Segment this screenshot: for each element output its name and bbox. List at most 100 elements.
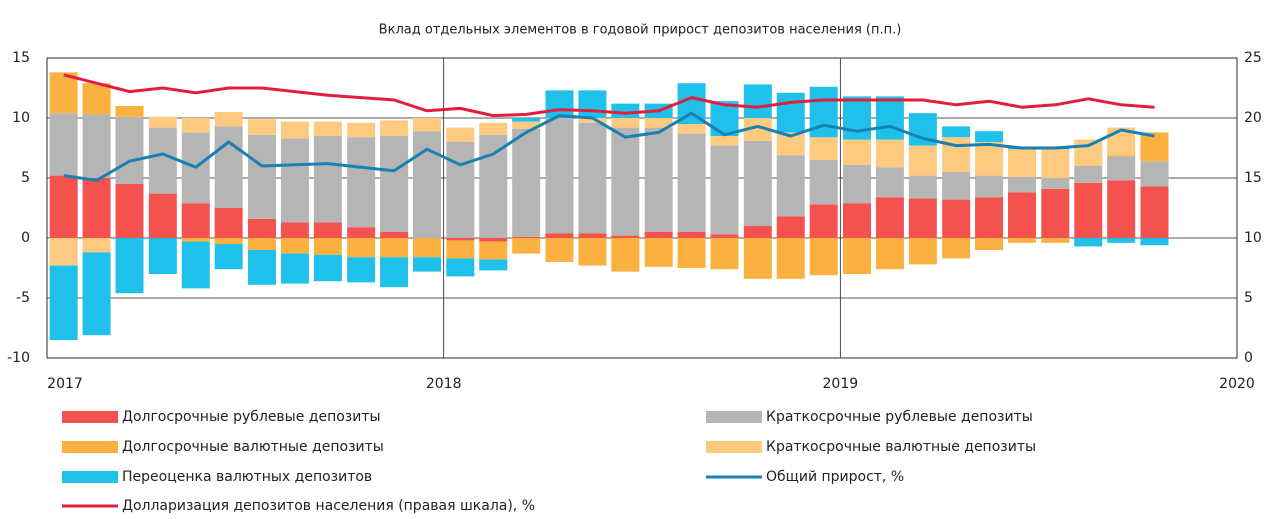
bar <box>148 238 177 274</box>
bar <box>677 238 706 268</box>
bar <box>875 167 904 198</box>
x-tick-label: 2017 <box>47 376 83 392</box>
bar <box>644 127 673 232</box>
bar <box>280 121 309 139</box>
bar <box>1074 166 1103 183</box>
bar <box>512 121 541 129</box>
bar <box>743 118 772 141</box>
legend-swatch <box>62 441 118 453</box>
legend-label: Краткосрочные валютные депозиты <box>766 439 1036 455</box>
legend-label: Краткосрочные рублевые депозиты <box>766 409 1033 425</box>
bar <box>842 164 871 204</box>
bar <box>743 84 772 118</box>
bar <box>842 96 871 140</box>
bar <box>776 238 805 279</box>
bar <box>545 233 574 238</box>
y2-tick-label: 20 <box>1244 110 1262 126</box>
bar <box>1041 238 1070 243</box>
bar <box>1140 161 1169 187</box>
bar <box>611 238 640 272</box>
bar <box>380 238 409 258</box>
x-tick-label: 2018 <box>426 376 462 392</box>
bar <box>677 133 706 232</box>
chart-title: Вклад отдельных элементов в годовой прир… <box>379 23 902 38</box>
bar <box>512 118 541 122</box>
bar <box>479 259 508 271</box>
bar <box>512 128 541 237</box>
bar <box>214 238 243 244</box>
bar <box>710 238 739 270</box>
y2-tick-label: 10 <box>1244 230 1262 246</box>
bar <box>1008 176 1037 193</box>
bar <box>347 122 376 138</box>
bar <box>710 234 739 238</box>
legend: Долгосрочные рублевые депозиты Краткосроч… <box>62 409 1036 514</box>
legend-label: Общий прирост, % <box>766 469 904 485</box>
bar <box>380 232 409 238</box>
bar <box>842 139 871 165</box>
bar <box>280 253 309 284</box>
bar <box>1140 186 1169 238</box>
bar <box>776 132 805 156</box>
bar <box>280 138 309 223</box>
bar <box>677 124 706 134</box>
bar <box>1008 149 1037 177</box>
bar <box>479 238 508 242</box>
legend-swatch <box>62 411 118 423</box>
bar <box>875 139 904 168</box>
bar <box>1008 192 1037 238</box>
bar <box>49 238 78 266</box>
y2-tick-label: 5 <box>1244 290 1253 306</box>
bar <box>214 208 243 238</box>
bar <box>247 134 276 219</box>
legend-label: Долгосрочные рублевые депозиты <box>122 409 381 425</box>
bar <box>313 222 342 238</box>
bar <box>776 155 805 217</box>
bar <box>578 233 607 238</box>
legend-label: Долгосрочные валютные депозиты <box>122 439 384 455</box>
bar <box>578 238 607 266</box>
bar <box>644 118 673 128</box>
bar <box>115 116 144 184</box>
bar <box>1107 156 1136 181</box>
bar <box>181 238 210 242</box>
bar <box>347 137 376 228</box>
bar <box>644 232 673 238</box>
bar <box>247 250 276 285</box>
bar <box>743 226 772 238</box>
bar <box>975 238 1004 250</box>
bar <box>545 118 574 234</box>
bar <box>1074 238 1103 247</box>
bar <box>82 114 111 178</box>
bar <box>1041 149 1070 178</box>
bar <box>181 241 210 289</box>
bar <box>82 238 111 253</box>
bar <box>247 218 276 238</box>
bar <box>578 122 607 234</box>
legend-label: Переоценка валютных депозитов <box>122 469 372 485</box>
bar <box>611 235 640 238</box>
bar <box>942 238 971 259</box>
bar <box>49 72 78 114</box>
line <box>63 111 1155 182</box>
bar <box>181 118 210 133</box>
bar <box>214 126 243 208</box>
bar <box>82 83 111 115</box>
bar <box>413 238 442 258</box>
bar <box>49 113 78 176</box>
bar <box>975 131 1004 142</box>
bar <box>446 238 475 241</box>
bar <box>49 265 78 340</box>
bar <box>942 199 971 238</box>
bar <box>347 257 376 283</box>
bar <box>578 118 607 123</box>
bar <box>842 238 871 274</box>
bar <box>743 238 772 279</box>
bar <box>1074 182 1103 238</box>
bar <box>710 136 739 146</box>
bar <box>115 238 144 294</box>
bar <box>347 227 376 238</box>
bar <box>1140 132 1169 162</box>
bar <box>975 175 1004 198</box>
bar <box>413 257 442 272</box>
